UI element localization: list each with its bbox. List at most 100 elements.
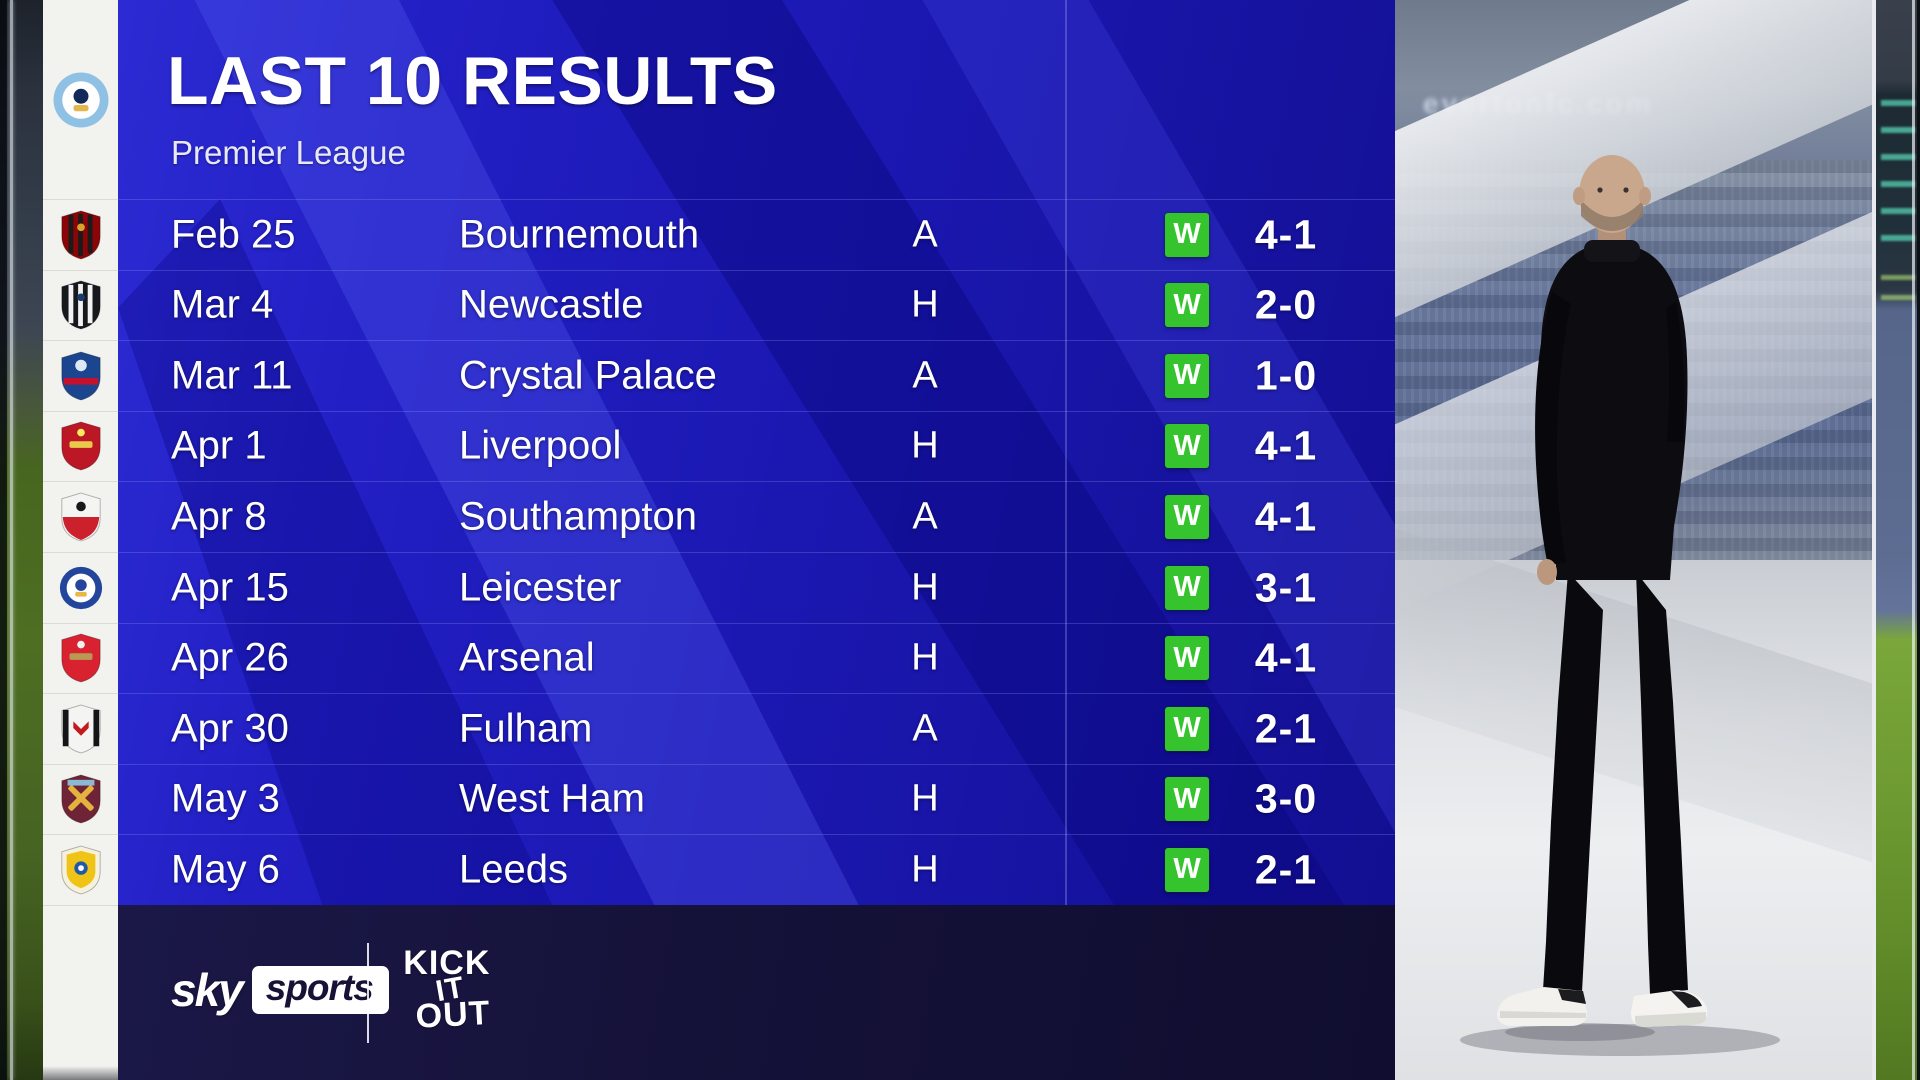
crest-strip-separator — [43, 269, 118, 271]
result-venue: A — [912, 354, 938, 397]
result-outcome-badge: W — [1165, 777, 1209, 822]
result-score: 4-1 — [1254, 634, 1318, 681]
result-venue: H — [911, 848, 939, 891]
result-date: Feb 25 — [171, 212, 296, 256]
result-venue: H — [911, 636, 939, 679]
result-opponent: Leicester — [459, 565, 622, 609]
scoreboard-text-blur — [1881, 100, 1915, 250]
page-title: LAST 10 RESULTS — [167, 43, 778, 119]
column-divider-line — [1065, 0, 1067, 905]
opponent-crest-icon — [57, 278, 105, 333]
result-outcome-badge: W — [1165, 636, 1209, 681]
result-date: Apr 30 — [171, 706, 289, 751]
result-score: 4-1 — [1254, 422, 1318, 469]
crest-strip-separator — [43, 199, 118, 200]
row-separator-line — [118, 693, 1395, 695]
row-separator-line — [118, 410, 1395, 412]
crest-strip-separator — [43, 340, 118, 342]
result-outcome-badge: W — [1165, 706, 1209, 751]
result-row: Apr 1 Liverpool H W 4-1 — [118, 411, 1395, 482]
sports-logo-text: sports — [251, 966, 389, 1014]
opponent-crest-icon — [57, 348, 105, 403]
result-venue: H — [911, 777, 939, 820]
crest-strip-separator — [43, 905, 118, 906]
panel-footer: sky sports KICK IT OUT — [118, 905, 1395, 1080]
result-date: Mar 11 — [171, 353, 293, 398]
result-date: Apr 1 — [171, 423, 267, 468]
crest-strip-separator — [43, 552, 118, 553]
result-date: Mar 4 — [171, 282, 274, 327]
opponent-crest-icon — [57, 207, 105, 262]
result-score: 2-0 — [1254, 281, 1318, 328]
stadium-video-right-edge — [1872, 0, 1920, 1080]
result-score: 4-1 — [1254, 493, 1318, 540]
row-separator-line — [118, 834, 1395, 836]
competition-subtitle: Premier League — [171, 134, 406, 171]
row-separator-line — [118, 622, 1395, 624]
result-row: May 6 Leeds H W 2-1 — [118, 834, 1395, 905]
result-row: Apr 30 Fulham A W 2-1 — [118, 693, 1395, 764]
crest-strip-separator — [43, 410, 118, 412]
result-outcome-badge: W — [1165, 353, 1209, 398]
result-outcome-badge: W — [1165, 283, 1209, 328]
result-row: May 3 West Ham H W 3-0 — [118, 764, 1395, 835]
opponent-crest-icon — [57, 842, 105, 897]
result-row: Mar 11 Crystal Palace A W 1-0 — [118, 340, 1395, 411]
manager-figure — [1460, 155, 1780, 1056]
stadium-video-left-edge — [0, 0, 43, 1080]
result-score: 1-0 — [1254, 352, 1318, 399]
opponent-crest-icon — [57, 560, 105, 615]
crest-strip-separator — [43, 693, 118, 695]
result-opponent: Arsenal — [459, 635, 595, 680]
result-venue: A — [912, 213, 938, 255]
result-score: 4-1 — [1254, 211, 1318, 257]
result-outcome-badge: W — [1165, 494, 1209, 539]
crest-strip-separator — [43, 763, 118, 765]
result-row: Apr 26 Arsenal H W 4-1 — [118, 623, 1395, 694]
sky-logo-text: sky — [171, 964, 244, 1016]
manager-photo-area: evertonfc.com — [1395, 0, 1872, 1080]
footer-divider-line — [367, 943, 369, 1043]
opponent-crest-icon — [57, 772, 105, 827]
result-outcome-badge: W — [1165, 424, 1209, 469]
result-venue: H — [911, 566, 939, 608]
result-date: May 6 — [171, 847, 280, 892]
result-row: Feb 25 Bournemouth A W 4-1 — [118, 199, 1395, 270]
crest-strip-separator — [43, 481, 118, 483]
opponent-crest-icon — [57, 419, 105, 474]
panel-background — [118, 0, 1395, 905]
kick-it-out-word: OUT — [414, 994, 492, 1037]
row-separator-line — [118, 340, 1395, 342]
result-venue: H — [911, 283, 939, 326]
row-separator-line — [118, 763, 1395, 765]
result-opponent: West Ham — [459, 776, 645, 821]
result-venue: A — [912, 707, 938, 750]
result-score: 2-1 — [1254, 705, 1318, 752]
manchester-city-crest-icon — [51, 62, 111, 138]
result-date: Apr 8 — [171, 494, 267, 539]
result-opponent: Fulham — [459, 706, 593, 751]
results-panel: LAST 10 RESULTS Premier League Feb 25 Bou… — [118, 0, 1395, 1080]
opponent-crest-icon — [57, 701, 105, 756]
result-date: Apr 26 — [171, 635, 289, 680]
screen-right-edge — [1917, 0, 1920, 1080]
result-opponent: Newcastle — [459, 282, 644, 327]
row-separator-line — [118, 269, 1395, 271]
result-outcome-badge: W — [1165, 212, 1209, 257]
row-separator-line — [118, 552, 1395, 553]
row-separator-line — [118, 199, 1395, 200]
scoreboard-text-blur — [1881, 275, 1915, 315]
sky-sports-logo: sky sports — [171, 963, 389, 1017]
crest-strip-separator — [43, 834, 118, 836]
result-outcome-badge: W — [1165, 847, 1209, 892]
crest-strip-separator — [43, 622, 118, 624]
kick-it-out-logo: KICK IT OUT — [389, 920, 512, 1061]
result-date: May 3 — [171, 776, 280, 821]
result-venue: H — [911, 424, 939, 467]
result-venue: A — [912, 495, 938, 538]
result-opponent: Liverpool — [459, 423, 622, 468]
result-opponent: Crystal Palace — [459, 353, 717, 398]
result-opponent: Leeds — [459, 847, 568, 892]
studio-floor — [1395, 560, 1872, 1080]
